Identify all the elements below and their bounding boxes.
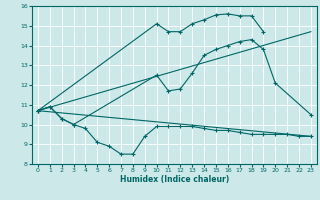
X-axis label: Humidex (Indice chaleur): Humidex (Indice chaleur): [120, 175, 229, 184]
